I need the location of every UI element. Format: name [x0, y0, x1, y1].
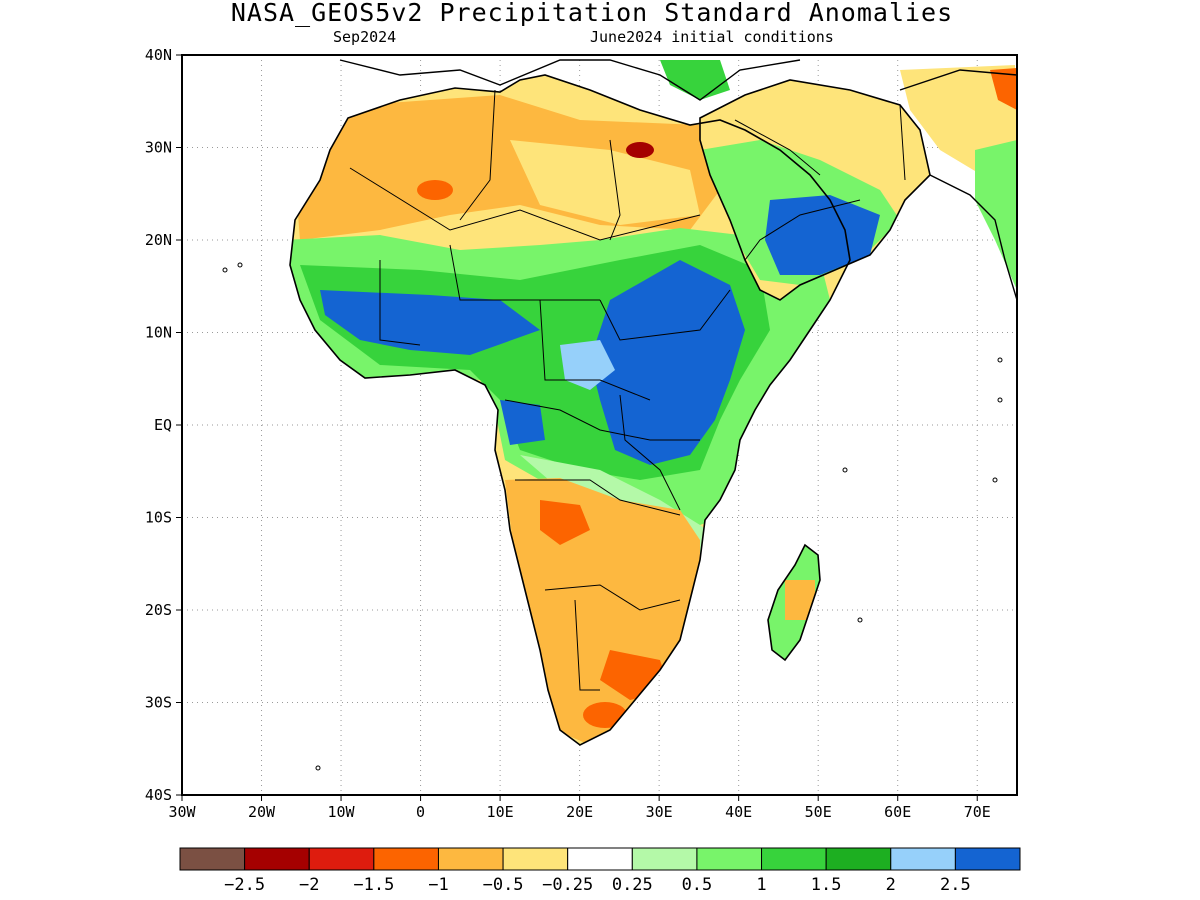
- country-borders: [349, 89, 906, 691]
- colorbar-swatch: [567, 847, 633, 871]
- gabon-very-wet: [500, 400, 545, 445]
- border-namibia-sa: [574, 599, 600, 691]
- x-tick-label: 70E: [964, 803, 991, 821]
- colorbar-swatch: [825, 847, 892, 871]
- sahara-moderate-dry: [510, 140, 700, 225]
- colorbar-swatch: [502, 847, 569, 871]
- colorbar-label: −1: [428, 875, 448, 895]
- border-mali: [379, 260, 421, 346]
- colorbar-label: −1.5: [353, 875, 394, 895]
- y-tick-label: 40S: [145, 786, 172, 804]
- longitude-axis: 30W 20W 10W 0 10E 20E 30E 40E 50E 60E 70E: [168, 795, 991, 821]
- x-tick-label: 10W: [328, 803, 356, 821]
- y-tick-label: 10S: [145, 509, 172, 527]
- colorbar-label: −0.25: [542, 875, 593, 895]
- colorbar-swatch: [308, 847, 375, 871]
- border-saudi-yemen: [744, 199, 861, 261]
- colorbar-label: 2.5: [940, 875, 971, 895]
- colorbar-label: 0.25: [612, 875, 653, 895]
- colorbar: −2.5 −2 −1.5 −1 −0.5 −0.25 0.25 0.5 1 1.5 2 2.5: [179, 847, 1021, 895]
- india-coastline: [929, 174, 1018, 301]
- maldives-island: [997, 397, 1003, 403]
- colorbar-label: −2.5: [224, 875, 265, 895]
- madagascar-coastline: [767, 543, 821, 662]
- y-tick-label: 10N: [145, 324, 172, 342]
- colorbar-label: 1.5: [811, 875, 842, 895]
- border-niger-chad: [449, 244, 600, 301]
- maldives-island: [997, 357, 1003, 363]
- colorbar-swatch: [244, 847, 310, 871]
- initial-conditions-label: June2024 initial conditions: [590, 28, 834, 46]
- border-iran-pakistan: [899, 104, 906, 181]
- x-tick-label: 20E: [566, 803, 593, 821]
- colorbar-swatch: [437, 847, 504, 871]
- africa-coastline: [289, 74, 851, 746]
- y-tick-label: EQ: [154, 416, 172, 434]
- colorbar-label: −2: [299, 875, 319, 895]
- border-angola-zambia: [515, 479, 681, 516]
- cape-hotspot: [583, 702, 627, 728]
- x-tick-label: 20W: [248, 803, 276, 821]
- border-sudan: [599, 289, 731, 341]
- border-namibia-botswana: [544, 584, 681, 611]
- central-asia-dry: [990, 68, 1017, 110]
- latitude-axis: 40N 30N 20N 10N EQ 10S 20S 30S 40S: [145, 46, 182, 804]
- colorbar-swatch: [631, 847, 698, 871]
- colorbar-swatch: [373, 847, 439, 871]
- arabia-coastline: [699, 79, 931, 301]
- ethiopia-sudan-very-wet: [590, 260, 745, 465]
- mali-hotspot: [417, 180, 453, 200]
- x-tick-label: 0: [416, 803, 425, 821]
- border-algeria: [459, 89, 496, 221]
- europe-coastline: [339, 59, 801, 101]
- cape-verde-island: [222, 267, 228, 273]
- x-tick-label: 50E: [805, 803, 832, 821]
- sahel-very-wet: [320, 290, 540, 355]
- x-tick-label: 30W: [168, 803, 196, 821]
- y-tick-label: 20S: [145, 601, 172, 619]
- colorbar-swatch: [954, 847, 1021, 871]
- colorbar-label: 2: [886, 875, 896, 895]
- border-east-congo: [619, 394, 681, 511]
- mauritius-island: [857, 617, 863, 623]
- colorbar-label: −0.5: [483, 875, 524, 895]
- border-sahara: [349, 167, 701, 241]
- y-tick-label: 30N: [145, 139, 172, 157]
- colorbar-label: 0.5: [682, 875, 713, 895]
- asia-coastline: [899, 69, 1018, 91]
- cape-verde-island: [237, 262, 243, 268]
- x-tick-label: 30E: [646, 803, 673, 821]
- egypt-hotspot: [626, 142, 654, 158]
- colorbar-label: 1: [756, 875, 766, 895]
- colorbar-swatch: [696, 847, 763, 871]
- y-tick-label: 20N: [145, 231, 172, 249]
- x-tick-label: 60E: [884, 803, 911, 821]
- border-congo: [504, 399, 700, 441]
- seychelles-island: [842, 467, 848, 473]
- chagos-island: [992, 477, 998, 483]
- colorbar-swatch: [179, 847, 246, 871]
- angola-drier: [540, 500, 590, 545]
- colorbar-swatch: [761, 847, 827, 871]
- india-wet: [975, 140, 1017, 290]
- y-tick-label: 40N: [145, 46, 172, 64]
- map-title: NASA_GEOS5v2 Precipitation Standard Anom…: [230, 0, 954, 27]
- border-libya-egypt: [609, 139, 621, 241]
- central-africa-wet: [560, 340, 615, 390]
- x-tick-label: 40E: [725, 803, 752, 821]
- x-tick-label: 10E: [487, 803, 514, 821]
- tristan-island: [315, 765, 321, 771]
- y-tick-label: 30S: [145, 694, 172, 712]
- border-car: [539, 299, 651, 401]
- forecast-month: Sep2024: [333, 28, 397, 46]
- colorbar-swatch: [890, 847, 956, 871]
- arabia-very-wet: [765, 195, 880, 275]
- islands: [222, 262, 1003, 771]
- border-saudi-north: [734, 119, 821, 176]
